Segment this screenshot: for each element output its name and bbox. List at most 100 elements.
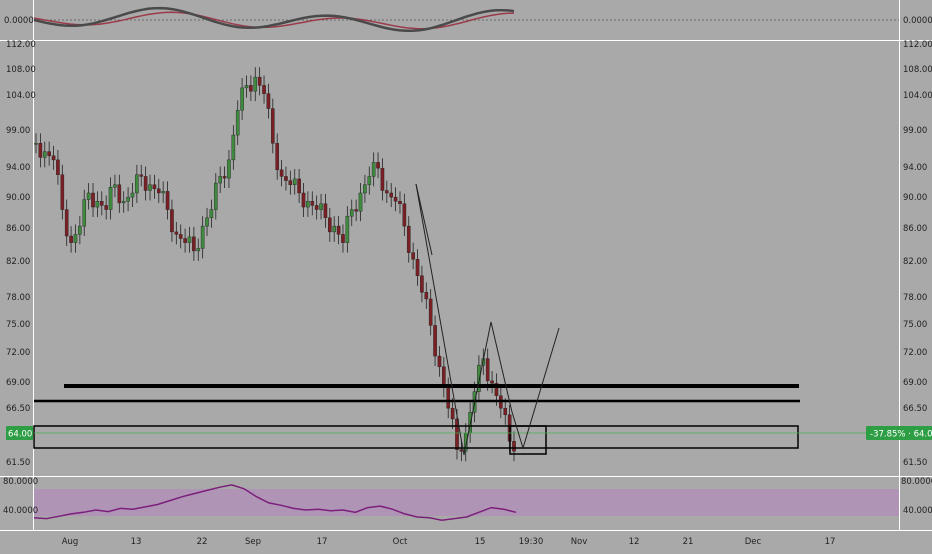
candle-body xyxy=(376,162,380,169)
price-tick-left: 86.00 xyxy=(6,224,30,234)
candle-body xyxy=(64,209,69,237)
candle-body xyxy=(235,110,240,136)
candle-body xyxy=(170,209,174,233)
candle-body xyxy=(231,134,236,161)
price-tick-left: 90.00 xyxy=(6,193,30,203)
candle-body xyxy=(196,248,201,252)
rsi-left-tick-40: 40.0000 xyxy=(3,506,38,516)
candle-body xyxy=(99,201,104,206)
candle-body xyxy=(192,236,196,252)
price-tick-right: 90.00 xyxy=(903,193,927,203)
candle-body xyxy=(455,418,459,450)
candle-body xyxy=(385,190,389,194)
candle-body xyxy=(240,87,244,111)
candle-body xyxy=(117,184,122,204)
candle-body xyxy=(135,174,139,194)
candle-body xyxy=(121,201,126,204)
time-label: 19:30 xyxy=(519,537,544,547)
zone-rectangle-small[interactable] xyxy=(509,425,547,455)
candle-body xyxy=(218,176,222,184)
time-label: 15 xyxy=(475,537,486,547)
price-tick-right: 112.00 xyxy=(903,40,932,50)
price-tick-left: 61.50 xyxy=(6,458,30,468)
time-label: 22 xyxy=(197,537,208,547)
candle-body xyxy=(174,231,179,235)
price-tick-right: 61.50 xyxy=(903,458,927,468)
candle-body xyxy=(104,205,108,210)
candle-body xyxy=(91,192,95,208)
candle-body xyxy=(437,355,442,368)
candle-body xyxy=(165,191,170,210)
candle-body xyxy=(56,159,60,175)
price-tick-left: 108.00 xyxy=(6,65,36,75)
time-label: 12 xyxy=(629,537,640,547)
candle-body xyxy=(367,176,372,185)
candle-body xyxy=(271,108,275,144)
candle-body xyxy=(490,380,494,384)
candle-body xyxy=(415,259,420,276)
price-tag-left-text: 64.00 xyxy=(8,430,32,440)
zone-rectangle-large[interactable] xyxy=(33,425,799,449)
price-axis-right[interactable]: 112.00 108.00 104.00 99.00 94.00 90.00 86.00 82… xyxy=(903,40,932,468)
price-tick-right: 78.00 xyxy=(903,293,927,303)
candle-body xyxy=(485,358,490,382)
time-label: 17 xyxy=(825,537,836,547)
candle-body xyxy=(336,225,341,235)
candle-body xyxy=(288,180,293,185)
price-tick-right: 75.00 xyxy=(903,320,927,330)
candle-body xyxy=(310,201,315,206)
price-tick-right: 66.50 xyxy=(903,404,927,414)
price-tick-left: 78.00 xyxy=(6,293,30,303)
candle-body xyxy=(187,236,192,243)
price-tick-right: 82.00 xyxy=(903,257,927,267)
candle-body xyxy=(389,192,394,198)
candle-body xyxy=(306,201,310,208)
candle-body xyxy=(78,225,82,235)
price-tick-left: 72.00 xyxy=(6,348,30,358)
candle-body xyxy=(227,159,231,179)
main-price-panel[interactable] xyxy=(0,41,932,476)
candle-body xyxy=(209,209,214,219)
time-label: Oct xyxy=(393,537,408,547)
candle-body xyxy=(262,85,266,94)
time-label: 21 xyxy=(683,537,694,547)
candle-body xyxy=(222,176,227,179)
rsi-right-tick-80: 80.0000 xyxy=(901,477,932,487)
candle-body xyxy=(406,225,411,253)
rsi-line xyxy=(33,484,517,521)
candle-body xyxy=(323,203,328,219)
time-axis[interactable]: Aug 13 22 Sep 17 Oct 15 19:30 Nov 12 21 Dec 17 xyxy=(62,537,836,547)
candle-body xyxy=(113,184,117,188)
candle-body xyxy=(42,151,47,158)
price-axis-left[interactable]: 112.00 108.00 104.00 99.00 94.00 90.00 86.00 82… xyxy=(6,40,36,468)
time-label: Dec xyxy=(745,537,762,547)
zigzag-drawing[interactable] xyxy=(415,183,560,456)
candle-body xyxy=(257,76,262,86)
price-tag-left[interactable]: 64.00 xyxy=(6,426,33,440)
candle-body xyxy=(205,217,209,227)
candle-body xyxy=(86,192,91,200)
candle-body xyxy=(398,201,402,204)
candle-body xyxy=(363,184,367,194)
time-label: 17 xyxy=(317,537,328,547)
candle-body xyxy=(284,176,288,181)
price-tick-right: 94.00 xyxy=(903,163,927,173)
price-tick-right: 86.00 xyxy=(903,224,927,234)
trend-drawing-left[interactable] xyxy=(415,183,433,256)
candle-body xyxy=(161,191,165,194)
candle-body xyxy=(130,192,135,198)
time-label: Aug xyxy=(62,537,79,547)
price-candles xyxy=(34,67,516,462)
price-tick-left: 66.50 xyxy=(6,404,30,414)
candle-body xyxy=(279,169,284,177)
time-label: Sep xyxy=(245,537,261,547)
candle-body xyxy=(200,225,205,249)
candle-body xyxy=(47,151,51,156)
candle-body xyxy=(249,85,253,92)
price-tag-right[interactable]: -37.85% · 64.00 xyxy=(866,426,932,440)
candle-body xyxy=(38,143,43,158)
candle-body xyxy=(494,383,499,396)
candle-body xyxy=(178,234,183,239)
